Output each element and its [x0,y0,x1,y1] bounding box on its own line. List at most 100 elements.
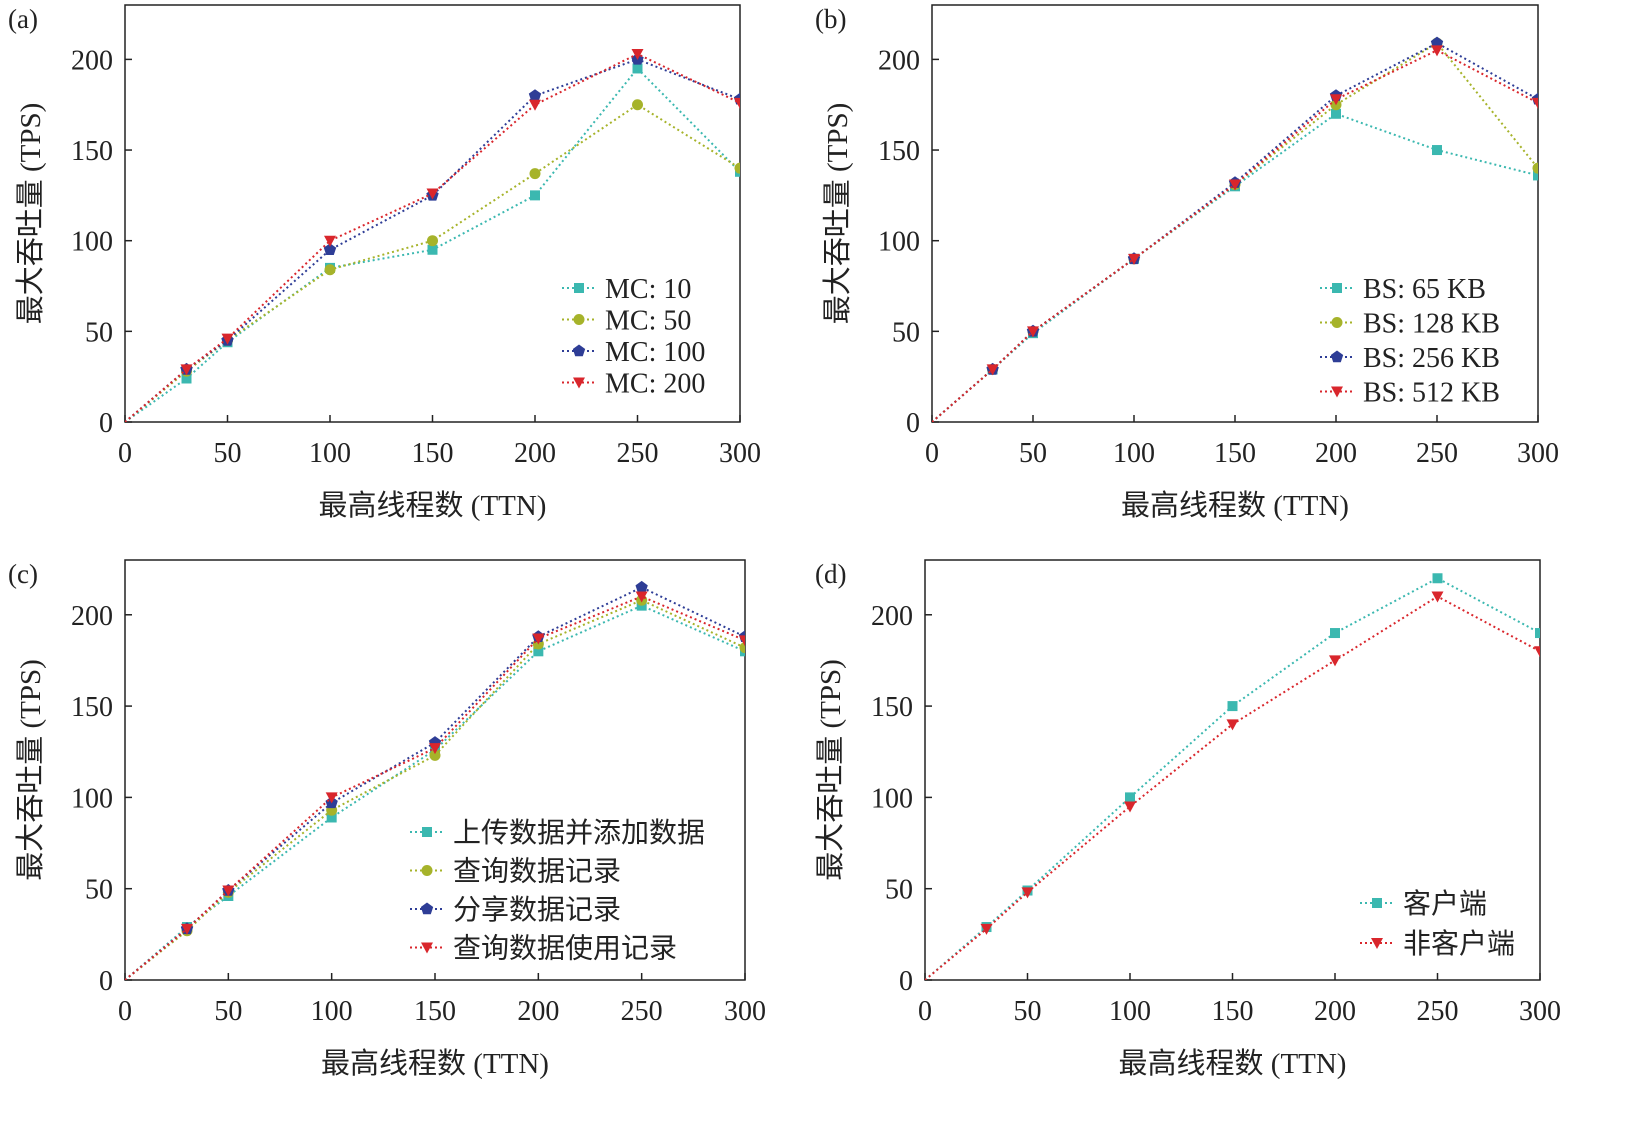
y-tick-label: 50 [885,875,913,906]
panel-label: (b) [815,4,846,34]
plot-frame [124,559,746,981]
x-tick-label: 300 [1517,438,1559,469]
y-tick-label: 0 [899,966,913,997]
x-axis-label: 最高线程数 (TTN) [321,1047,549,1080]
legend-marker [422,827,432,837]
legend-label: MC: 50 [605,306,691,337]
series-1 [932,108,1538,422]
y-tick-label: 150 [871,692,913,723]
plot-area [125,48,740,422]
data-point [181,923,193,935]
data-point [427,244,438,255]
data-point [986,364,999,376]
data-point [1124,801,1136,813]
data-point [326,812,337,823]
data-point [980,923,993,935]
x-tick-label: 250 [1416,438,1458,469]
plot-area [125,580,745,980]
legend-marker [574,283,584,293]
data-point [1532,97,1538,109]
data-point [1432,145,1442,156]
x-axis-label: 最高线程数 (TTN) [1121,489,1349,522]
data-point [222,885,235,897]
data-point [1128,253,1140,265]
data-point [631,48,644,60]
legend-label: 分享数据记录 [453,894,621,926]
series-line [125,604,745,980]
x-tick-label: 300 [724,996,766,1027]
series-line [125,595,745,980]
x-tick-label: 200 [1314,996,1356,1027]
data-point [1330,628,1340,639]
series-line [125,586,745,980]
series-4 [125,48,740,422]
data-point [1329,655,1341,667]
y-axis-label: 最大吞吐量 (TPS) [14,103,47,325]
plot-area [932,36,1538,422]
data-point [1432,573,1443,584]
legend-marker [421,865,433,876]
series-line [125,599,745,980]
legend-marker [573,377,585,389]
series-2 [125,594,745,980]
data-point [1431,591,1444,603]
x-tick-label: 100 [1113,438,1155,469]
x-tick-label: 50 [1014,996,1042,1027]
data-point [528,89,542,101]
series-line [925,595,1540,980]
legend-label: 客户端 [1403,888,1487,920]
x-tick-label: 250 [1417,996,1459,1027]
data-point [530,190,540,201]
y-tick-label: 100 [71,227,113,258]
y-tick-label: 0 [99,408,113,439]
x-tick-label: 150 [1212,996,1254,1027]
x-axis-label: 最高线程数 (TTN) [1119,1047,1347,1080]
x-tick-label: 0 [118,996,132,1027]
legend-marker [1331,386,1343,398]
panel-label: (a) [8,4,38,34]
legend-marker [1331,317,1343,328]
data-point [1330,94,1342,106]
x-tick-label: 0 [118,438,132,469]
legend-marker [421,942,433,954]
data-point [427,235,438,247]
legend-label: MC: 10 [605,274,691,305]
data-point [739,635,745,647]
data-point [429,743,441,755]
y-tick-label: 0 [99,966,113,997]
panel-label: (c) [8,559,38,589]
data-point [632,63,643,74]
y-tick-label: 50 [892,317,920,348]
series-line [125,58,740,422]
legend-marker [1371,938,1383,949]
panel-label: (d) [815,559,846,589]
data-point [1533,170,1538,181]
data-point [1535,628,1540,639]
legend-label: MC: 200 [605,369,705,400]
data-point [1027,326,1039,338]
data-point [1229,179,1241,191]
data-point [1227,701,1238,712]
data-point [181,373,192,384]
x-tick-label: 100 [311,996,353,1027]
series-line [932,112,1538,422]
legend-marker [572,344,586,357]
y-tick-label: 0 [906,408,920,439]
data-point [635,580,648,593]
data-point [532,633,545,645]
legend-label: 上传数据并添加数据 [453,817,705,849]
chart-panel-4: (d) 0 50 100 150 200 250 300 0 50 100 150 200 最高线程数 (… [814,559,1561,1080]
x-tick-label: 0 [918,996,932,1027]
x-tick-label: 100 [309,438,351,469]
series-line [125,52,740,422]
y-tick-label: 150 [878,136,920,167]
data-point [1331,108,1341,119]
chart-panel-3: (c) 0 50 100 150 200 250 300 0 50 100 150 200 最高线程数 (… [8,559,766,1080]
legend-marker [1332,283,1342,293]
data-point [734,162,740,174]
data-point [1226,719,1239,731]
